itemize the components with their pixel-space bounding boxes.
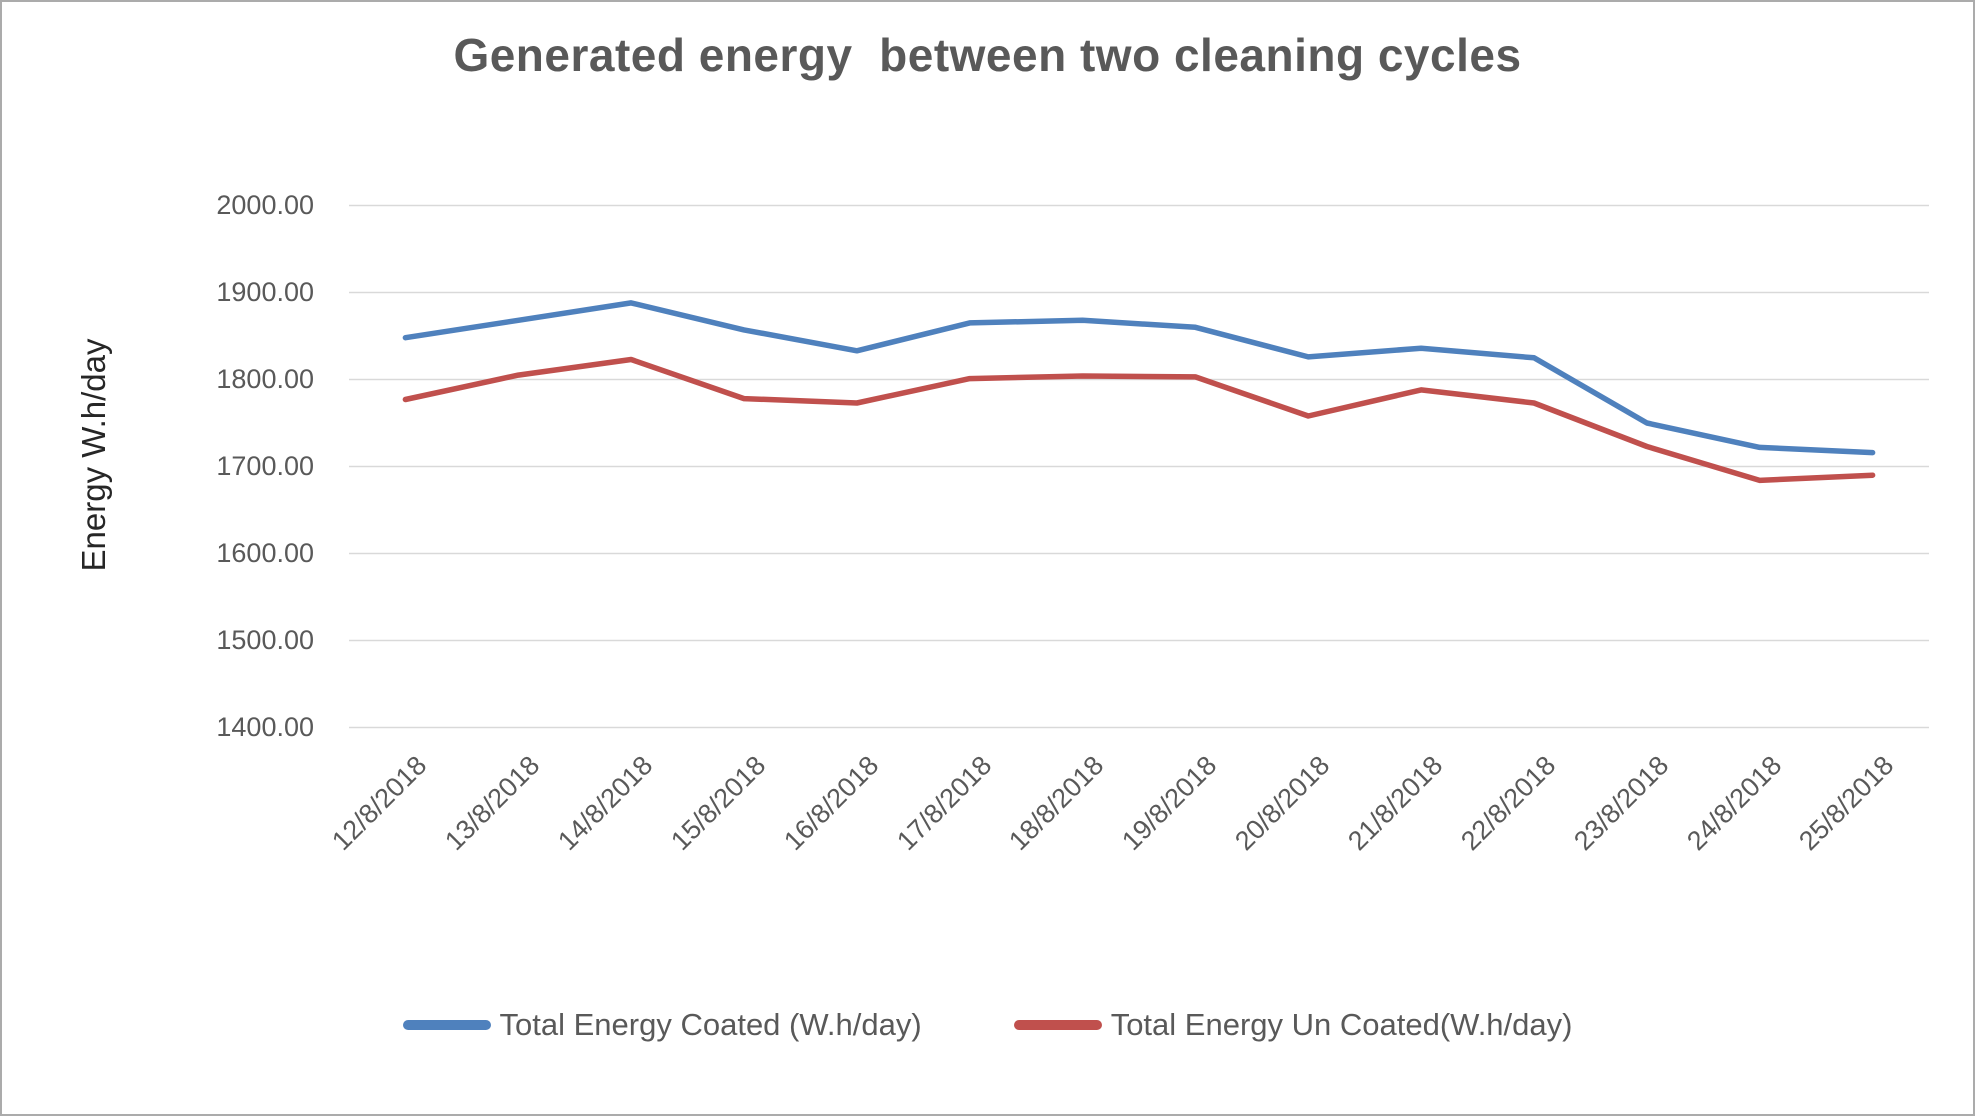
chart-title: Generated energy between two cleaning cy… [453, 29, 1522, 81]
legend-label-coated: Total Energy Coated (W.h/day) [499, 1007, 922, 1042]
y-tick-label: 1800.00 [216, 363, 314, 394]
legend: Total Energy Coated (W.h/day) Total Ener… [2, 1007, 1973, 1043]
y-tick-label: 1400.00 [216, 711, 314, 742]
legend-label-uncoated: Total Energy Un Coated(W.h/day) [1110, 1007, 1573, 1042]
y-tick-label: 1500.00 [216, 624, 314, 655]
y-tick-label: 1700.00 [216, 450, 314, 481]
series-line-coated[interactable] [402, 300, 1876, 456]
series-line-uncoated[interactable] [402, 356, 1876, 484]
legend-line-marker-uncoated [1013, 1020, 1102, 1030]
legend-item-coated[interactable]: Total Energy Coated (W.h/day) [402, 1007, 922, 1043]
legend-item-uncoated[interactable]: Total Energy Un Coated(W.h/day) [1013, 1007, 1573, 1043]
y-tick-label: 1900.00 [216, 276, 314, 307]
legend-line-marker-coated [402, 1020, 491, 1030]
y-tick-label: 1600.00 [216, 537, 314, 568]
y-tick-label: 2000.00 [216, 189, 314, 220]
